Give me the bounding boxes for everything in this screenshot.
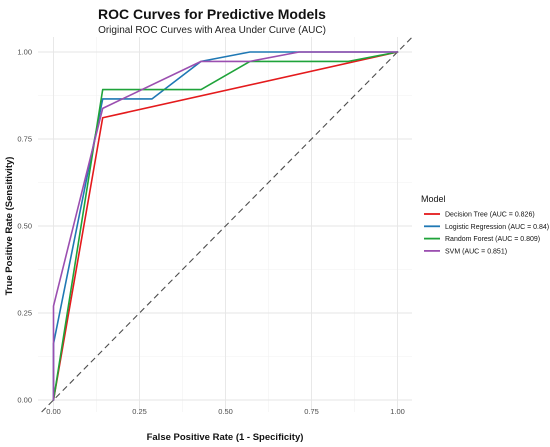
- legend-label-1: Logistic Regression (AUC = 0.84): [445, 224, 549, 231]
- legend: Model Decision Tree (AUC = 0.826) Logisti…: [421, 194, 549, 255]
- legend-label-3: SVM (AUC = 0.851): [445, 248, 507, 255]
- y-axis-title: True Positive Rate (Sensitivity): [4, 157, 15, 296]
- series-line-1: [52, 51, 399, 401]
- x-tick-label-0: 0.00: [46, 407, 61, 416]
- x-tick-label-2: 0.50: [218, 407, 233, 416]
- x-tick-label-4: 1.00: [390, 407, 405, 416]
- diagonal-reference-line: [41, 36, 413, 413]
- series-lines: [52, 51, 399, 401]
- y-tick-label-3: 0.75: [17, 135, 32, 144]
- legend-title: Model: [421, 194, 446, 204]
- series-line-0: [52, 51, 399, 401]
- chart-title: ROC Curves for Predictive Models: [98, 6, 326, 22]
- y-tick-label-2: 0.50: [17, 222, 32, 231]
- chart-subtitle: Original ROC Curves with Area Under Curv…: [98, 25, 326, 36]
- y-tick-label-4: 1.00: [17, 48, 32, 57]
- x-tick-label-3: 0.75: [304, 407, 319, 416]
- x-tick-label-1: 0.25: [132, 407, 147, 416]
- legend-label-2: Random Forest (AUC = 0.809): [445, 236, 540, 243]
- diagonal-reference: [41, 36, 413, 413]
- x-axis-title: False Positive Rate (1 - Specificity): [147, 432, 304, 443]
- legend-label-0: Decision Tree (AUC = 0.826): [445, 212, 535, 219]
- y-tick-label-0: 0.00: [17, 396, 32, 405]
- series-line-3: [52, 51, 399, 401]
- y-tick-label-1: 0.25: [17, 309, 32, 318]
- tick-labels: 0.00 0.25 0.50 0.75 1.00 0.00 0.25 0.50 0.75 1.00: [17, 48, 404, 417]
